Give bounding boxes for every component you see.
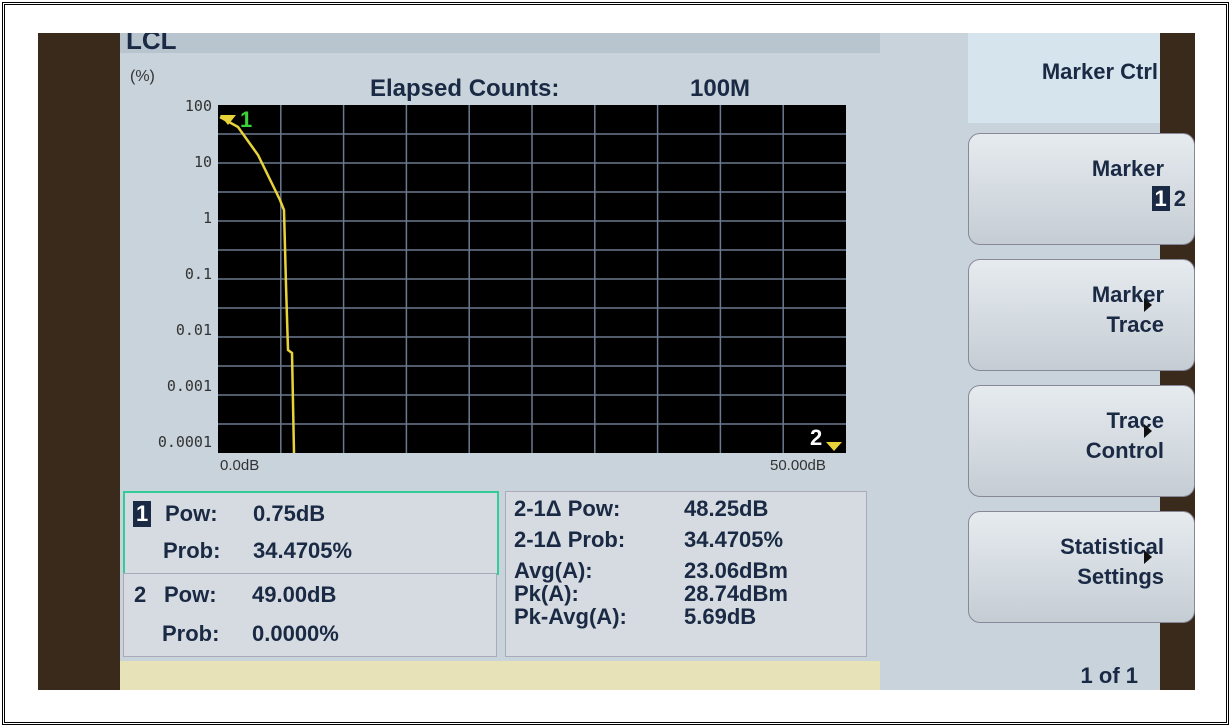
submenu-arrow bbox=[1144, 298, 1182, 312]
pow-label: Pow: bbox=[164, 582, 217, 608]
y-label: 0.001 bbox=[142, 377, 212, 395]
pow-label: Pow: bbox=[165, 501, 218, 527]
softkey-line: Marker bbox=[969, 156, 1194, 182]
stat-value: 48.25dB bbox=[684, 496, 768, 522]
stat-label: 2-1Δ Pow: bbox=[514, 496, 620, 522]
plot-title: Elapsed Counts: bbox=[370, 75, 559, 103]
y-label: 100 bbox=[142, 97, 212, 115]
softkey-line: Control bbox=[969, 438, 1194, 464]
marker-option: 2 bbox=[1174, 186, 1186, 211]
marker-select: 1 bbox=[1152, 186, 1170, 211]
submenu-arrow bbox=[1144, 550, 1182, 564]
stat-value: 5.69dB bbox=[684, 604, 756, 630]
stat-label: Pk-Avg(A): bbox=[514, 604, 627, 630]
y-label: 0.1 bbox=[142, 265, 212, 283]
y-label: 10 bbox=[142, 153, 212, 171]
softkey-line: Trace bbox=[969, 312, 1194, 338]
x-start: 0.0dB bbox=[220, 457, 259, 474]
prob-value: 0.0000% bbox=[252, 621, 339, 647]
y-label: 0.0001 bbox=[142, 433, 212, 451]
marker-1-label: 1 bbox=[240, 107, 252, 132]
menu-title: Marker Ctrl bbox=[968, 59, 1158, 85]
prob-label: Prob: bbox=[162, 621, 219, 647]
count: 100M bbox=[690, 75, 750, 103]
plot: 1 2 bbox=[218, 105, 848, 455]
y-label: 0.01 bbox=[142, 321, 212, 339]
x-end: 50.00dB bbox=[770, 457, 826, 474]
marker-1-panel: 1 Pow: 0.75dB Prob: 34.4705% bbox=[123, 491, 499, 575]
header-bar: LCL bbox=[120, 33, 880, 53]
status-bar bbox=[120, 661, 880, 690]
y-unit: (%) bbox=[130, 68, 155, 86]
pow-value: 0.75dB bbox=[253, 501, 325, 527]
submenu-arrow bbox=[1144, 424, 1182, 438]
marker-1-id: 1 bbox=[133, 501, 151, 527]
softkey-line: Settings bbox=[969, 564, 1194, 590]
prob-value: 34.4705% bbox=[253, 538, 352, 564]
menu-page: 1 of 1 bbox=[968, 663, 1138, 689]
photo: LCL (%) Elapsed Counts: 100M 100 10 1 0.1 0.… bbox=[38, 33, 1195, 690]
y-label: 1 bbox=[142, 209, 212, 227]
stat-label: 2-1Δ Prob: bbox=[514, 527, 625, 553]
prob-label: Prob: bbox=[163, 538, 220, 564]
header: LCL bbox=[126, 33, 177, 56]
marker-2-label: 2 bbox=[810, 425, 822, 450]
stat-value: 34.4705% bbox=[684, 527, 783, 553]
marker-2-panel: 2 Pow: 49.00dB Prob: 0.0000% bbox=[123, 573, 497, 657]
screen: LCL (%) Elapsed Counts: 100M 100 10 1 0.1 0.… bbox=[120, 33, 1160, 690]
marker-2-id: 2 bbox=[134, 582, 146, 608]
pow-value: 49.00dB bbox=[252, 582, 336, 608]
page: {"screen":{"header":"LCL", "plot":{"y_un… bbox=[0, 0, 1231, 727]
